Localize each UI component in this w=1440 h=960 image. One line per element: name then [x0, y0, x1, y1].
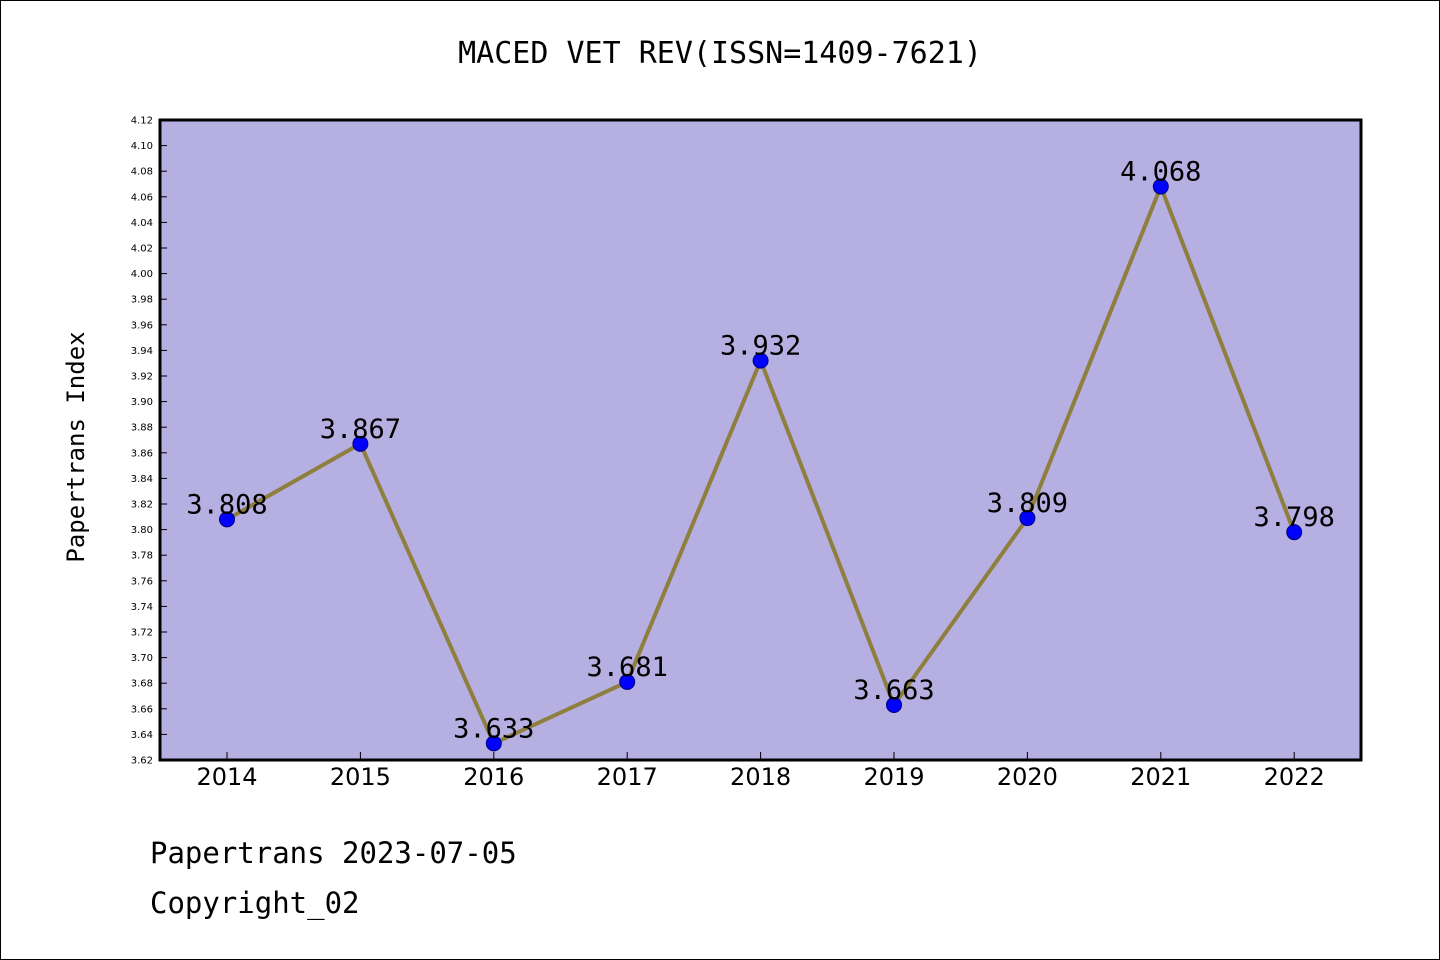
- data-label: 3.932: [720, 331, 801, 362]
- data-point: [886, 696, 902, 713]
- x-tick-label: 2018: [730, 763, 791, 791]
- y-tick-label: 3.84: [131, 474, 153, 485]
- data-label: 3.809: [987, 488, 1068, 519]
- x-tick-label: 2015: [330, 763, 391, 791]
- chart-title: MACED VET REV(ISSN=1409-7621): [458, 36, 982, 71]
- x-axis: 2014 2015 2016 2017 2018 2019 2020 2021 2022: [196, 752, 1325, 791]
- y-axis: 3.62 3.64 3.66 3.68 3.70 3.72 3.74 3.76 3.78 3.80…: [131, 116, 167, 767]
- data-label: 3.808: [186, 489, 267, 520]
- y-tick-label: 4.06: [131, 192, 153, 203]
- y-tick-label: 3.62: [131, 756, 153, 767]
- x-tick-label: 2019: [863, 763, 924, 791]
- data-label: 3.798: [1254, 502, 1335, 533]
- plot-border: [158, 118, 1363, 762]
- data-label: 3.867: [320, 414, 401, 445]
- data-label: 3.633: [453, 713, 534, 744]
- y-tick-label: 3.66: [131, 704, 153, 715]
- data-point: [352, 435, 369, 452]
- x-tick-label: 2014: [196, 763, 257, 791]
- x-tick-label: 2016: [463, 763, 524, 791]
- x-tick-label: 2022: [1264, 763, 1325, 791]
- x-tick-label: 2020: [997, 763, 1058, 791]
- y-tick-label: 3.90: [131, 397, 153, 408]
- y-tick-label: 3.64: [131, 730, 153, 741]
- data-point: [1019, 510, 1036, 527]
- y-tick-label: 3.86: [131, 448, 153, 459]
- data-point: [619, 673, 636, 690]
- y-tick-label: 4.00: [131, 269, 153, 280]
- y-tick-label: 3.98: [131, 295, 153, 306]
- series-markers: [219, 178, 1303, 752]
- data-point: [1286, 524, 1303, 541]
- y-tick-label: 3.80: [131, 525, 153, 536]
- data-point: [485, 735, 502, 752]
- y-axis-label: Papertrans Index: [62, 331, 90, 562]
- data-labels: 3.808 3.867 3.633 3.681 3.932 3.663 3.809 4.068…: [186, 157, 1334, 745]
- footer-copyright: Copyright_02: [150, 886, 360, 920]
- y-tick-label: 3.94: [131, 346, 153, 357]
- y-tick-label: 4.04: [131, 218, 153, 229]
- y-tick-label: 3.78: [131, 551, 153, 562]
- data-point: [219, 511, 235, 528]
- data-label: 4.068: [1120, 157, 1201, 188]
- y-tick-label: 3.92: [131, 372, 153, 383]
- y-tick-label: 4.02: [131, 244, 153, 255]
- y-tick-label: 4.10: [131, 141, 153, 152]
- x-tick-label: 2021: [1130, 763, 1191, 791]
- footer-date: Papertrans 2023-07-05: [150, 836, 517, 870]
- y-tick-label: 3.76: [131, 576, 153, 587]
- y-tick-label: 3.74: [131, 602, 153, 613]
- data-point: [752, 352, 769, 369]
- y-tick-label: 3.72: [131, 628, 153, 639]
- y-tick-label: 3.68: [131, 679, 153, 690]
- y-tick-label: 3.70: [131, 653, 153, 664]
- data-label: 3.681: [587, 652, 668, 683]
- data-point: [1152, 178, 1169, 195]
- y-tick-label: 4.12: [131, 116, 153, 127]
- y-tick-label: 3.96: [131, 320, 153, 331]
- y-tick-label: 4.08: [131, 167, 153, 178]
- data-label: 3.663: [853, 675, 934, 706]
- y-tick-label: 3.88: [131, 423, 153, 434]
- x-tick-label: 2017: [597, 763, 658, 791]
- y-tick-label: 3.82: [131, 500, 153, 511]
